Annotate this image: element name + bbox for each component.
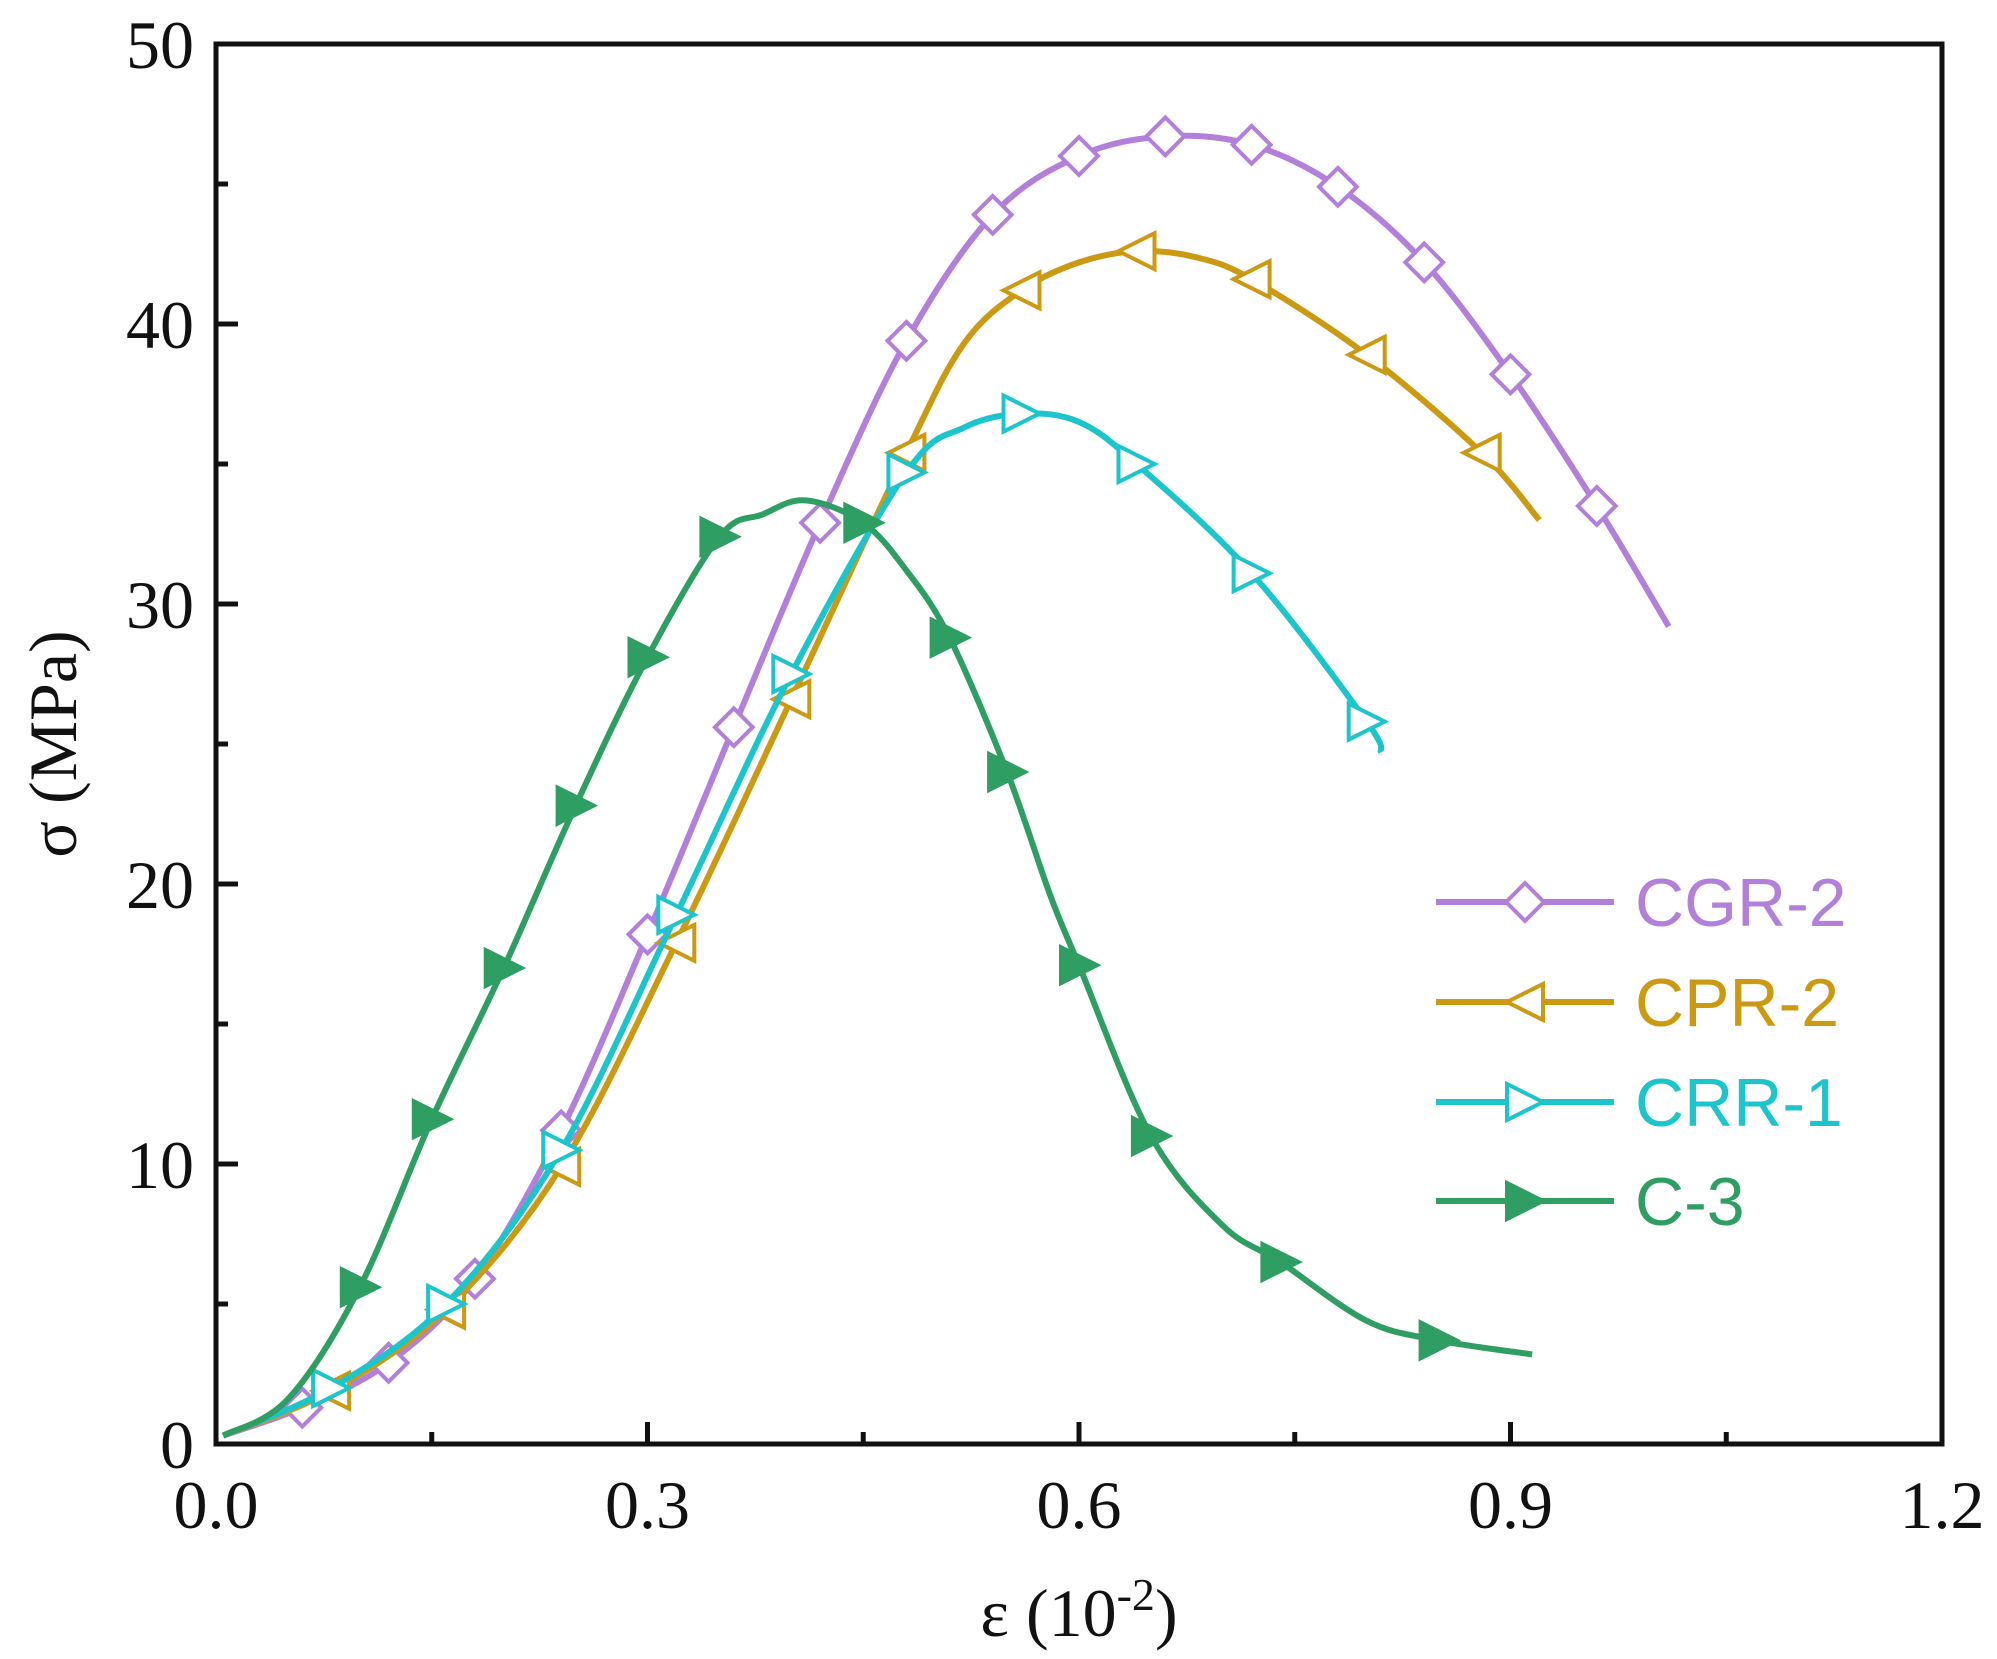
y-tick-label: 10 bbox=[126, 1127, 194, 1203]
series-line-c-3 bbox=[221, 497, 1533, 1439]
tick-layer bbox=[213, 41, 1945, 1447]
data-point-crr-1 bbox=[1346, 700, 1390, 743]
legend-marker-cgr-2 bbox=[1503, 880, 1547, 924]
legend-item-crr-1: CRR-1 bbox=[1436, 1065, 1843, 1141]
data-point-cpr-2 bbox=[1344, 333, 1387, 377]
x-axis-label: ε (10-2) bbox=[980, 1569, 1177, 1651]
x-tick-label: 0.6 bbox=[1037, 1467, 1122, 1543]
data-point-cgr-2 bbox=[712, 705, 756, 749]
data-point-c-3 bbox=[411, 1097, 455, 1141]
data-point-c-3 bbox=[1130, 1114, 1174, 1158]
data-point-c-3 bbox=[929, 616, 973, 659]
data-point-crr-1 bbox=[426, 1282, 469, 1326]
data-point-crr-1 bbox=[311, 1366, 354, 1410]
legend-item-cgr-2: CGR-2 bbox=[1436, 865, 1847, 941]
y-tick-label: 40 bbox=[126, 287, 194, 363]
series-line-crr-1 bbox=[221, 410, 1385, 1439]
data-point-c-3 bbox=[483, 946, 527, 990]
legend-marker-crr-1 bbox=[1505, 1080, 1548, 1124]
x-tick-label: 0.0 bbox=[174, 1467, 259, 1543]
series-cpr-2 bbox=[222, 229, 1542, 1439]
data-point-c-3 bbox=[555, 784, 599, 827]
x-tick-label: 0.9 bbox=[1468, 1467, 1553, 1543]
data-point-cgr-2 bbox=[798, 501, 842, 545]
data-point-c-3 bbox=[987, 750, 1030, 794]
y-tick-label: 30 bbox=[126, 567, 194, 643]
data-point-cpr-2 bbox=[1114, 229, 1157, 273]
series-crr-1 bbox=[221, 392, 1390, 1439]
data-point-c-3 bbox=[1059, 943, 1102, 987]
data-point-cgr-2 bbox=[1057, 134, 1101, 178]
x-tick-label: 0.3 bbox=[605, 1467, 690, 1543]
data-point-crr-1 bbox=[1231, 551, 1275, 595]
data-point-c-3 bbox=[843, 501, 886, 545]
data-point-crr-1 bbox=[541, 1128, 584, 1172]
legend-item-c-3: C-3 bbox=[1436, 1164, 1745, 1240]
y-axis-label: σ (MPa) bbox=[15, 630, 91, 857]
data-point-c-3 bbox=[339, 1265, 383, 1309]
data-point-cgr-2 bbox=[970, 193, 1015, 237]
legend-marker-cpr-2 bbox=[1502, 980, 1545, 1024]
y-tick-label: 50 bbox=[126, 7, 194, 83]
data-point-c-3 bbox=[627, 635, 670, 679]
data-point-crr-1 bbox=[656, 893, 699, 937]
data-point-crr-1 bbox=[1001, 392, 1044, 435]
series-line-cpr-2 bbox=[222, 247, 1542, 1439]
legend-label-cpr-2: CPR-2 bbox=[1635, 965, 1839, 1041]
series-layer bbox=[221, 114, 1672, 1439]
data-point-cgr-2 bbox=[366, 1341, 411, 1385]
legend-label-c-3: C-3 bbox=[1635, 1164, 1745, 1240]
legend-label-crr-1: CRR-1 bbox=[1635, 1065, 1843, 1141]
data-point-cgr-2 bbox=[1316, 165, 1360, 209]
data-point-cpr-2 bbox=[1459, 431, 1502, 475]
data-point-crr-1 bbox=[886, 451, 929, 494]
data-point-c-3 bbox=[1418, 1319, 1462, 1362]
legend: CGR-2 CPR-2 CRR-1 C-3 bbox=[1436, 865, 1847, 1240]
series-c-3 bbox=[221, 497, 1533, 1439]
data-point-crr-1 bbox=[1116, 442, 1159, 486]
data-point-cgr-2 bbox=[1402, 240, 1446, 285]
data-point-c-3 bbox=[1260, 1240, 1303, 1284]
data-point-cgr-2 bbox=[1229, 123, 1274, 167]
legend-item-cpr-2: CPR-2 bbox=[1436, 965, 1839, 1041]
data-point-c-3 bbox=[699, 515, 742, 559]
x-tick-label: 1.2 bbox=[1900, 1467, 1985, 1543]
legend-marker-c-3 bbox=[1505, 1179, 1548, 1223]
y-tick-label: 0 bbox=[160, 1407, 194, 1483]
data-point-cgr-2 bbox=[884, 319, 929, 363]
tick-label-layer: 0.0 0.3 0.6 0.9 1.2 0 10 20 30 40 50 bbox=[126, 7, 1985, 1543]
data-point-crr-1 bbox=[771, 652, 814, 696]
data-point-cpr-2 bbox=[1229, 257, 1272, 301]
data-point-cpr-2 bbox=[768, 677, 812, 721]
data-point-cgr-2 bbox=[1488, 352, 1533, 397]
x-axis-label-exponent: -2 bbox=[1117, 1569, 1155, 1620]
data-point-cpr-2 bbox=[999, 269, 1042, 312]
data-point-cgr-2 bbox=[1143, 114, 1188, 159]
y-tick-label: 20 bbox=[126, 847, 194, 923]
data-point-cgr-2 bbox=[1575, 484, 1619, 528]
legend-label-cgr-2: CGR-2 bbox=[1635, 865, 1847, 941]
data-point-cpr-2 bbox=[653, 921, 697, 965]
